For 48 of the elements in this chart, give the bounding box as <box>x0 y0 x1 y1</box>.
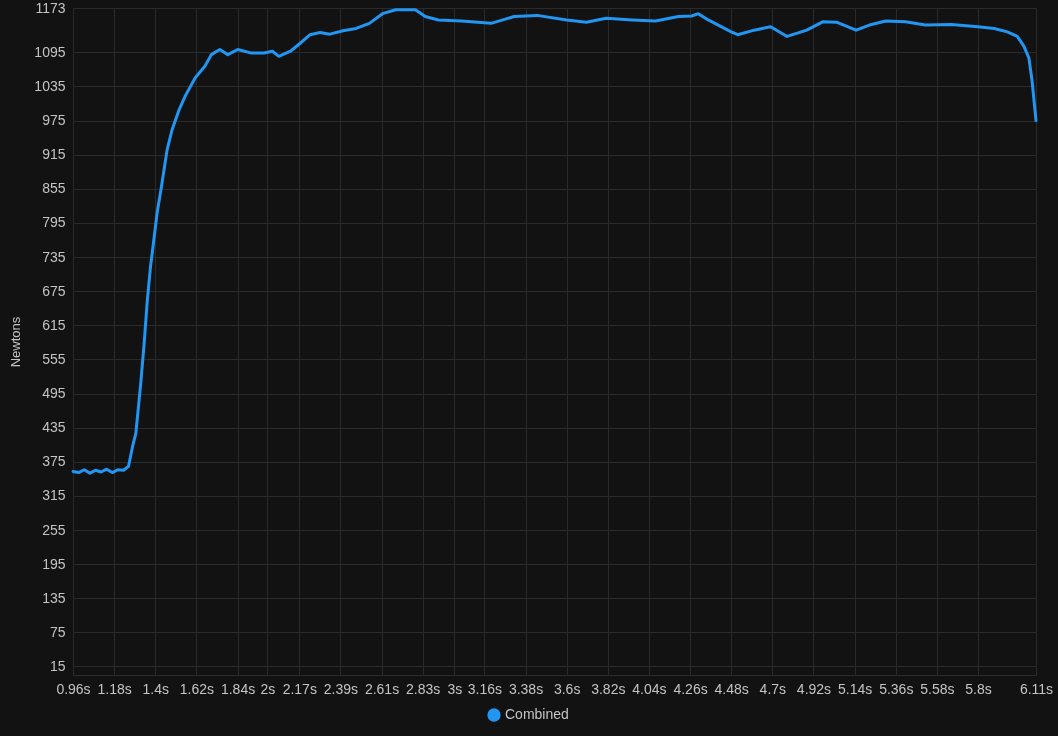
x-tick-label: 3.38s <box>508 680 544 697</box>
x-tick-label: 2.83s <box>406 680 441 697</box>
x-tick-label: 1.18s <box>97 680 132 697</box>
y-tick-label: 1173 <box>35 0 66 16</box>
x-tick-label: 5.58s <box>920 680 955 697</box>
x-tick-label: 2.17s <box>282 680 317 697</box>
y-axis-title: Newtons <box>8 316 24 368</box>
y-tick-label: 795 <box>42 214 66 231</box>
line-series <box>71 8 1038 475</box>
y-tick-label: 495 <box>42 385 66 402</box>
x-tick-label: 4.92s <box>796 680 832 697</box>
y-tick-label: 1035 <box>34 77 66 94</box>
y-tick-label: 435 <box>42 419 66 436</box>
y-tick-label: 1095 <box>34 43 66 60</box>
y-tick-label: 75 <box>49 623 66 640</box>
x-tick-label: 0.96s <box>56 680 91 697</box>
x-tick-label: 4.7s <box>759 680 787 697</box>
x-tick-label: 3.16s <box>467 680 502 697</box>
x-tick-label: 3.6s <box>553 680 581 697</box>
x-tick-label: 1.62s <box>179 680 215 697</box>
y-tick-label: 255 <box>42 521 66 538</box>
x-tick-label: 5.36s <box>879 680 914 697</box>
legend-label: Combined <box>505 706 569 722</box>
x-tick-label: 3s <box>447 680 463 697</box>
x-tick-label: 1.4s <box>142 680 170 697</box>
x-tick-label: 6.11s <box>1019 680 1054 697</box>
x-tick-label: 4.04s <box>632 680 667 697</box>
x-tick-label: 5.8s <box>965 680 992 697</box>
y-tick-label: 315 <box>42 487 66 504</box>
y-tick-label: 615 <box>42 316 66 333</box>
y-tick-label: 195 <box>42 555 66 572</box>
y-tick-label: 675 <box>42 282 66 299</box>
x-tick-label: 2.61s <box>364 680 400 697</box>
x-tick-label: 5.14s <box>837 680 873 697</box>
y-tick-label: 915 <box>42 146 66 163</box>
y-tick-label: 735 <box>42 248 66 265</box>
y-tick-label: 15 <box>49 657 66 674</box>
x-tick-label: 2s <box>260 680 276 697</box>
y-tick-label: 975 <box>42 112 66 129</box>
y-tick-label: 855 <box>42 180 66 197</box>
x-tick-label: 4.26s <box>673 680 708 697</box>
y-tick-label: 135 <box>42 589 66 606</box>
y-tick-label: 555 <box>42 350 66 367</box>
y-tick-label: 375 <box>42 453 66 470</box>
x-tick-label: 4.48s <box>714 680 749 697</box>
x-tick-label: 2.39s <box>323 680 359 697</box>
x-tick-label: 1.84s <box>220 680 256 697</box>
x-tick-label: 3.82s <box>591 680 626 697</box>
